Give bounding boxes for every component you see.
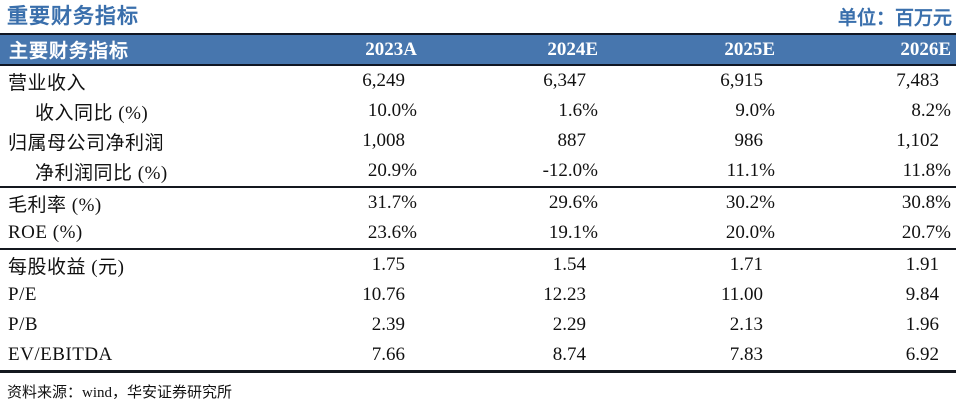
cell-value: 23.6% [300,218,422,250]
section-title: 重要财务指标 [7,4,139,28]
cell-value: 20.9% [300,156,422,188]
row-label: EV/EBITDA [0,340,300,373]
cell-value: 10.0% [367,100,417,121]
header-metric-label: 主要财务指标 [0,33,300,66]
cell-value: 11.1% [603,156,780,188]
title-bar: 重要财务指标 单位：百万元 [0,0,956,33]
table-row-net-profit: 归属母公司净利润 1,008 887 986 1,102 [0,126,956,156]
cell-value: 6.92 [780,340,956,373]
cell-value: 6,347 [543,70,586,91]
unit-label: 单位：百万元 [837,8,952,29]
cell-value: 6,249 [362,70,405,91]
cell-value: 29.6% [548,192,598,213]
table-row-net-profit-yoy: 净利润同比 (%) 20.9% -12.0% 11.1% 11.8% [0,156,956,188]
header-year-2023a: 2023A [300,33,422,66]
cell-value: 11.8% [780,156,956,188]
financial-metrics-table: 主要财务指标 2023A 2024E 2025E 2026E 营业收入 6,24… [0,33,956,373]
row-label: 收入同比 (%) [35,102,149,124]
header-year-2026e: 2026E [780,33,956,66]
row-label: 营业收入 [8,72,87,94]
cell-value: 1.54 [552,254,586,275]
cell-value: 31.7% [367,192,417,213]
cell-value: 19.1% [422,218,603,250]
header-year-2025e: 2025E [603,33,780,66]
table-row-eps: 每股收益 (元) 1.75 1.54 1.71 1.91 [0,249,956,280]
cell-value: 11.00 [720,284,763,305]
cell-value: 8.2% [911,100,951,121]
cell-value: 1.75 [371,254,405,275]
cell-value: 9.0% [735,100,775,121]
cell-value: 2.39 [371,314,405,335]
table-row-roe: ROE (%) 23.6% 19.1% 20.0% 20.7% [0,218,956,250]
row-label: P/B [8,314,39,335]
cell-value: 10.76 [362,284,405,305]
cell-value: 1.6% [558,100,598,121]
row-label: ROE (%) [0,218,300,250]
cell-value: 887 [557,130,587,151]
cell-value: 1,008 [362,130,405,151]
cell-value: 7.83 [603,340,780,373]
row-label: 归属母公司净利润 [8,132,165,154]
cell-value: 2.13 [729,314,763,335]
cell-value: 1.91 [905,254,939,275]
cell-value: 1,102 [896,130,939,151]
cell-value: -12.0% [422,156,603,188]
header-year-2024e: 2024E [422,33,603,66]
cell-value: 986 [734,130,764,151]
table-header-row: 主要财务指标 2023A 2024E 2025E 2026E [0,33,956,66]
table-row-ev-ebitda: EV/EBITDA 7.66 8.74 7.83 6.92 [0,340,956,373]
table-row-revenue-yoy: 收入同比 (%) 10.0% 1.6% 9.0% 8.2% [0,96,956,126]
row-label: 净利润同比 (%) [0,156,300,188]
table-row-pb: P/B 2.39 2.29 2.13 1.96 [0,310,956,340]
row-label: P/E [8,284,37,305]
cell-value: 7.66 [300,340,422,373]
cell-value: 20.7% [780,218,956,250]
cell-value: 1.71 [729,254,763,275]
row-label: 每股收益 (元) [8,256,125,278]
cell-value: 12.23 [543,284,586,305]
table-row-revenue: 营业收入 6,249 6,347 6,915 7,483 [0,65,956,96]
cell-value: 9.84 [905,284,939,305]
cell-value: 8.74 [422,340,603,373]
cell-value: 6,915 [720,70,763,91]
cell-value: 2.29 [552,314,586,335]
row-label: 毛利率 (%) [8,194,102,216]
table-row-gross-margin: 毛利率 (%) 31.7% 29.6% 30.2% 30.8% [0,187,956,218]
cell-value: 20.0% [603,218,780,250]
cell-value: 30.2% [725,192,775,213]
cell-value: 7,483 [896,70,939,91]
cell-value: 30.8% [901,192,951,213]
source-note: 资料来源：wind，华安证券研究所 [7,385,233,401]
table-row-pe: P/E 10.76 12.23 11.00 9.84 [0,280,956,310]
cell-value: 1.96 [905,314,939,335]
